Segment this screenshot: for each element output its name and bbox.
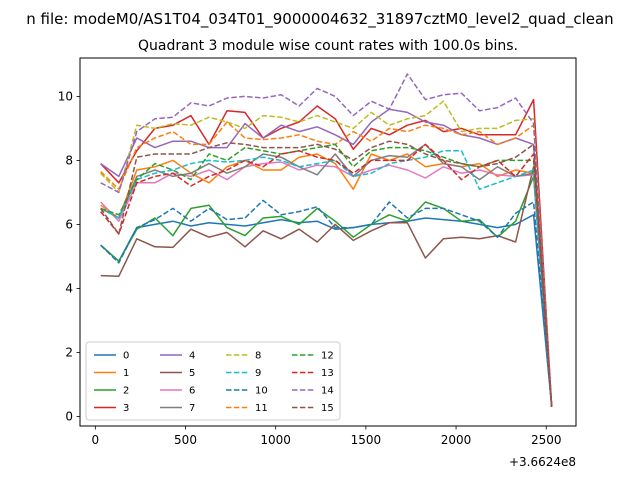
series-line-15 xyxy=(100,140,553,407)
series-line-2 xyxy=(100,175,553,407)
x-offset-label: +3.6624e8 xyxy=(509,455,576,469)
series-line-7 xyxy=(100,143,553,407)
x-tick-label: 0 xyxy=(92,433,100,447)
legend-box xyxy=(85,341,341,421)
legend-label-15: 15 xyxy=(321,403,334,414)
legend-label-5: 5 xyxy=(189,368,195,379)
x-tick-label: 2500 xyxy=(531,433,562,447)
y-tick-label: 0 xyxy=(65,409,73,423)
legend-label-4: 4 xyxy=(189,351,195,362)
legend-label-14: 14 xyxy=(321,386,334,397)
series-line-14 xyxy=(100,73,553,407)
legend-label-11: 11 xyxy=(255,403,268,414)
x-tick-label: 500 xyxy=(174,433,197,447)
legend-label-12: 12 xyxy=(321,351,334,362)
series-line-5 xyxy=(100,166,553,407)
series-line-12 xyxy=(100,143,553,407)
y-tick-label: 8 xyxy=(65,153,73,167)
figure-suptitle: n file: modeM0/AS1T04_034T01_9000004632_… xyxy=(26,10,613,29)
legend-label-13: 13 xyxy=(321,368,334,379)
series-line-9 xyxy=(100,150,553,407)
legend-label-9: 9 xyxy=(255,368,261,379)
series-line-6 xyxy=(100,161,553,407)
y-tick-label: 6 xyxy=(65,217,73,231)
series-line-11 xyxy=(100,121,553,407)
legend-label-7: 7 xyxy=(189,403,195,414)
legend-label-3: 3 xyxy=(123,403,129,414)
y-tick-label: 2 xyxy=(65,345,73,359)
series-line-4 xyxy=(100,108,553,407)
legend-label-10: 10 xyxy=(255,386,268,397)
plot-frame xyxy=(79,57,577,427)
series-line-1 xyxy=(100,153,553,407)
legend-label-6: 6 xyxy=(189,386,195,397)
x-tick-label: 1000 xyxy=(260,433,291,447)
x-tick-label: 2000 xyxy=(441,433,472,447)
series-line-8 xyxy=(100,100,553,407)
x-tick-label: 1500 xyxy=(351,433,382,447)
y-tick-label: 4 xyxy=(65,281,73,295)
y-tick-label: 10 xyxy=(58,89,73,103)
legend-label-0: 0 xyxy=(123,351,129,362)
series-line-0 xyxy=(100,214,553,407)
legend-label-8: 8 xyxy=(255,351,261,362)
legend-label-1: 1 xyxy=(123,368,129,379)
series-line-10 xyxy=(100,199,553,407)
series-layer xyxy=(100,73,553,407)
chart-title: Quadrant 3 module wise count rates with … xyxy=(138,38,518,54)
legend-label-2: 2 xyxy=(123,386,129,397)
